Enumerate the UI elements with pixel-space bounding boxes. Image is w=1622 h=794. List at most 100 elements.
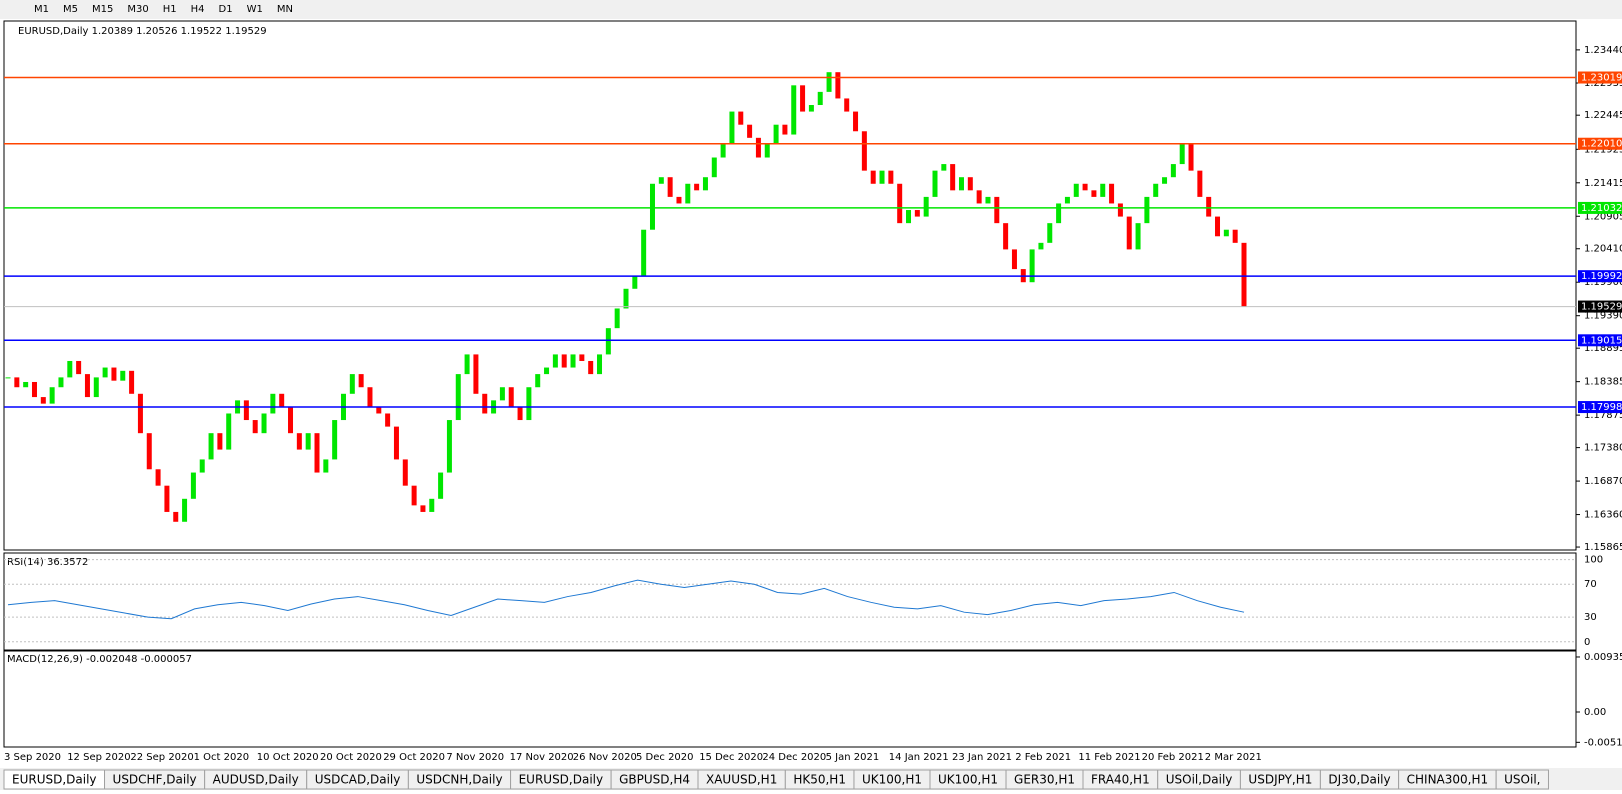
timeframe-button[interactable]: M30 [127,4,148,15]
tab-label[interactable]: USOil, [1504,773,1540,787]
candle [1109,183,1115,204]
candle [535,374,541,388]
candle [1144,196,1150,224]
tab-label[interactable]: GER30,H1 [1014,773,1075,787]
level-label: 1.19015 [1581,335,1622,346]
tab-label[interactable]: UK100,H1 [938,773,998,787]
candle [597,354,603,375]
candle [667,177,673,197]
y-tick-label: 1.20905 [1584,211,1622,222]
timeframe-button[interactable]: H4 [191,4,205,15]
x-tick-label: 2 Mar 2021 [1205,752,1262,763]
candle [76,360,82,375]
timeframe-button[interactable]: W1 [247,4,263,15]
tab-label[interactable]: USDCAD,Daily [315,773,401,787]
x-tick-label: 29 Oct 2020 [383,752,445,763]
x-tick-label: 3 Sep 2020 [4,752,61,763]
candle [694,183,700,191]
candle [5,377,11,379]
level-label-bg [1578,71,1622,84]
y-tick-label: 1.20410 [1584,244,1622,255]
x-tick-label: 24 Dec 2020 [762,752,826,763]
candle [817,91,823,106]
candle [950,164,956,191]
rsi-title: RSI(14) 36.3572 [7,557,88,568]
candle [393,426,399,460]
tab[interactable] [1495,769,1549,790]
candle [1162,177,1168,184]
rsi-tick-label: 100 [1584,555,1603,566]
current-label: 1.19529 [1581,302,1622,313]
x-tick-label: 17 Nov 2020 [510,752,574,763]
candle [155,469,161,486]
candle [332,420,338,460]
candle [84,374,90,398]
candle [844,98,850,112]
candle [296,433,302,450]
tab-label[interactable]: EURUSD,Daily [519,773,604,787]
candle [129,370,135,394]
candle [252,420,258,434]
candle [1091,190,1097,197]
tab-label[interactable]: GBPUSD,H4 [619,773,690,787]
candle [605,328,611,355]
timeframe-button[interactable]: M5 [63,4,78,15]
candle [800,85,806,112]
candle [93,377,99,398]
tab-label[interactable]: CHINA300,H1 [1407,773,1489,787]
timeframe-button[interactable]: M15 [92,4,113,15]
tab-label[interactable]: UK100,H1 [862,773,922,787]
current-label-bg [1578,300,1622,313]
candle [190,472,196,499]
candle [676,196,682,204]
candle [111,367,117,381]
candle [544,367,550,375]
candle [314,433,320,473]
candle [1215,216,1221,237]
timeframe-button[interactable]: D1 [219,4,233,15]
tab-label[interactable]: USDCNH,Daily [416,773,502,787]
macd-tick-label: 0.00 [1584,707,1606,718]
level-label: 1.17998 [1581,402,1622,413]
candle [914,210,920,217]
x-tick-label: 26 Nov 2020 [573,752,637,763]
candle [243,400,249,421]
candle [1153,183,1159,197]
candle [782,124,788,135]
candle [720,144,726,158]
y-tick-label: 1.21925 [1584,144,1622,155]
x-tick-label: 11 Feb 2021 [1078,752,1140,763]
candle [747,124,753,138]
timeframe-button[interactable]: M1 [34,4,49,15]
y-tick-label: 1.22935 [1584,78,1622,89]
tab-label[interactable]: USDJPY,H1 [1248,773,1312,787]
tab-label[interactable]: USOil,Daily [1166,773,1233,787]
tab-label[interactable]: FRA40,H1 [1091,773,1150,787]
tab-label[interactable]: HK50,H1 [793,773,846,787]
tab-label[interactable]: DJ30,Daily [1328,773,1390,787]
candle [473,354,479,394]
tab-label[interactable]: XAUUSD,H1 [706,773,777,787]
rsi-panel [3,552,1577,651]
tab-label[interactable]: EURUSD,Daily [12,773,97,787]
y-tick-label: 1.17380 [1584,443,1622,454]
candle [31,381,37,398]
candle [464,354,470,375]
macd-panel [3,650,1577,748]
candle [1064,196,1070,204]
chart-title: EURUSD,Daily 1.20389 1.20526 1.19522 1.1… [18,26,267,37]
tab-label[interactable]: AUDUSD,Daily [213,773,299,787]
timeframe-button[interactable]: MN [277,4,293,15]
timeframe-button[interactable]: H1 [163,4,177,15]
candle [349,374,355,394]
rsi-line [7,579,1245,620]
candle [1100,183,1106,197]
candle [897,183,903,224]
candle [702,177,708,191]
candle [182,498,188,522]
tab-label[interactable]: USDCHF,Daily [113,773,197,787]
candle [120,370,126,381]
candle [579,354,585,361]
